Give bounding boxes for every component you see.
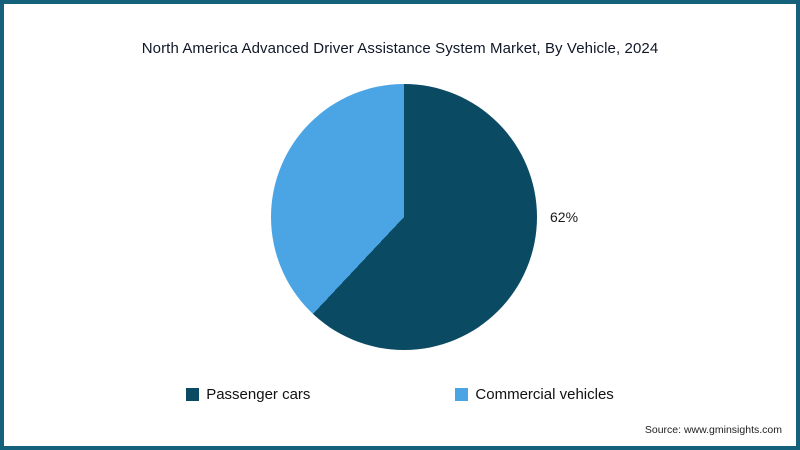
pie-slice-data-label: 62% [550, 209, 579, 225]
source-attribution: Source: www.gminsights.com [644, 424, 782, 436]
pie-chart [271, 84, 537, 350]
legend-label-commercial-vehicles: Commercial vehicles [475, 386, 614, 403]
chart-title: North America Advanced Driver Assistance… [141, 40, 659, 57]
legend-label-passenger-cars: Passenger cars [206, 386, 311, 403]
legend-item-passenger-cars: Passenger cars [186, 386, 310, 403]
legend-swatch-passenger-cars-icon [186, 388, 200, 401]
legend-item-commercial-vehicles: Commercial vehicles [455, 386, 614, 403]
legend-swatch-commercial-vehicles-icon [455, 388, 469, 401]
chart-legend: Passenger cars Commercial vehicles [4, 386, 796, 403]
